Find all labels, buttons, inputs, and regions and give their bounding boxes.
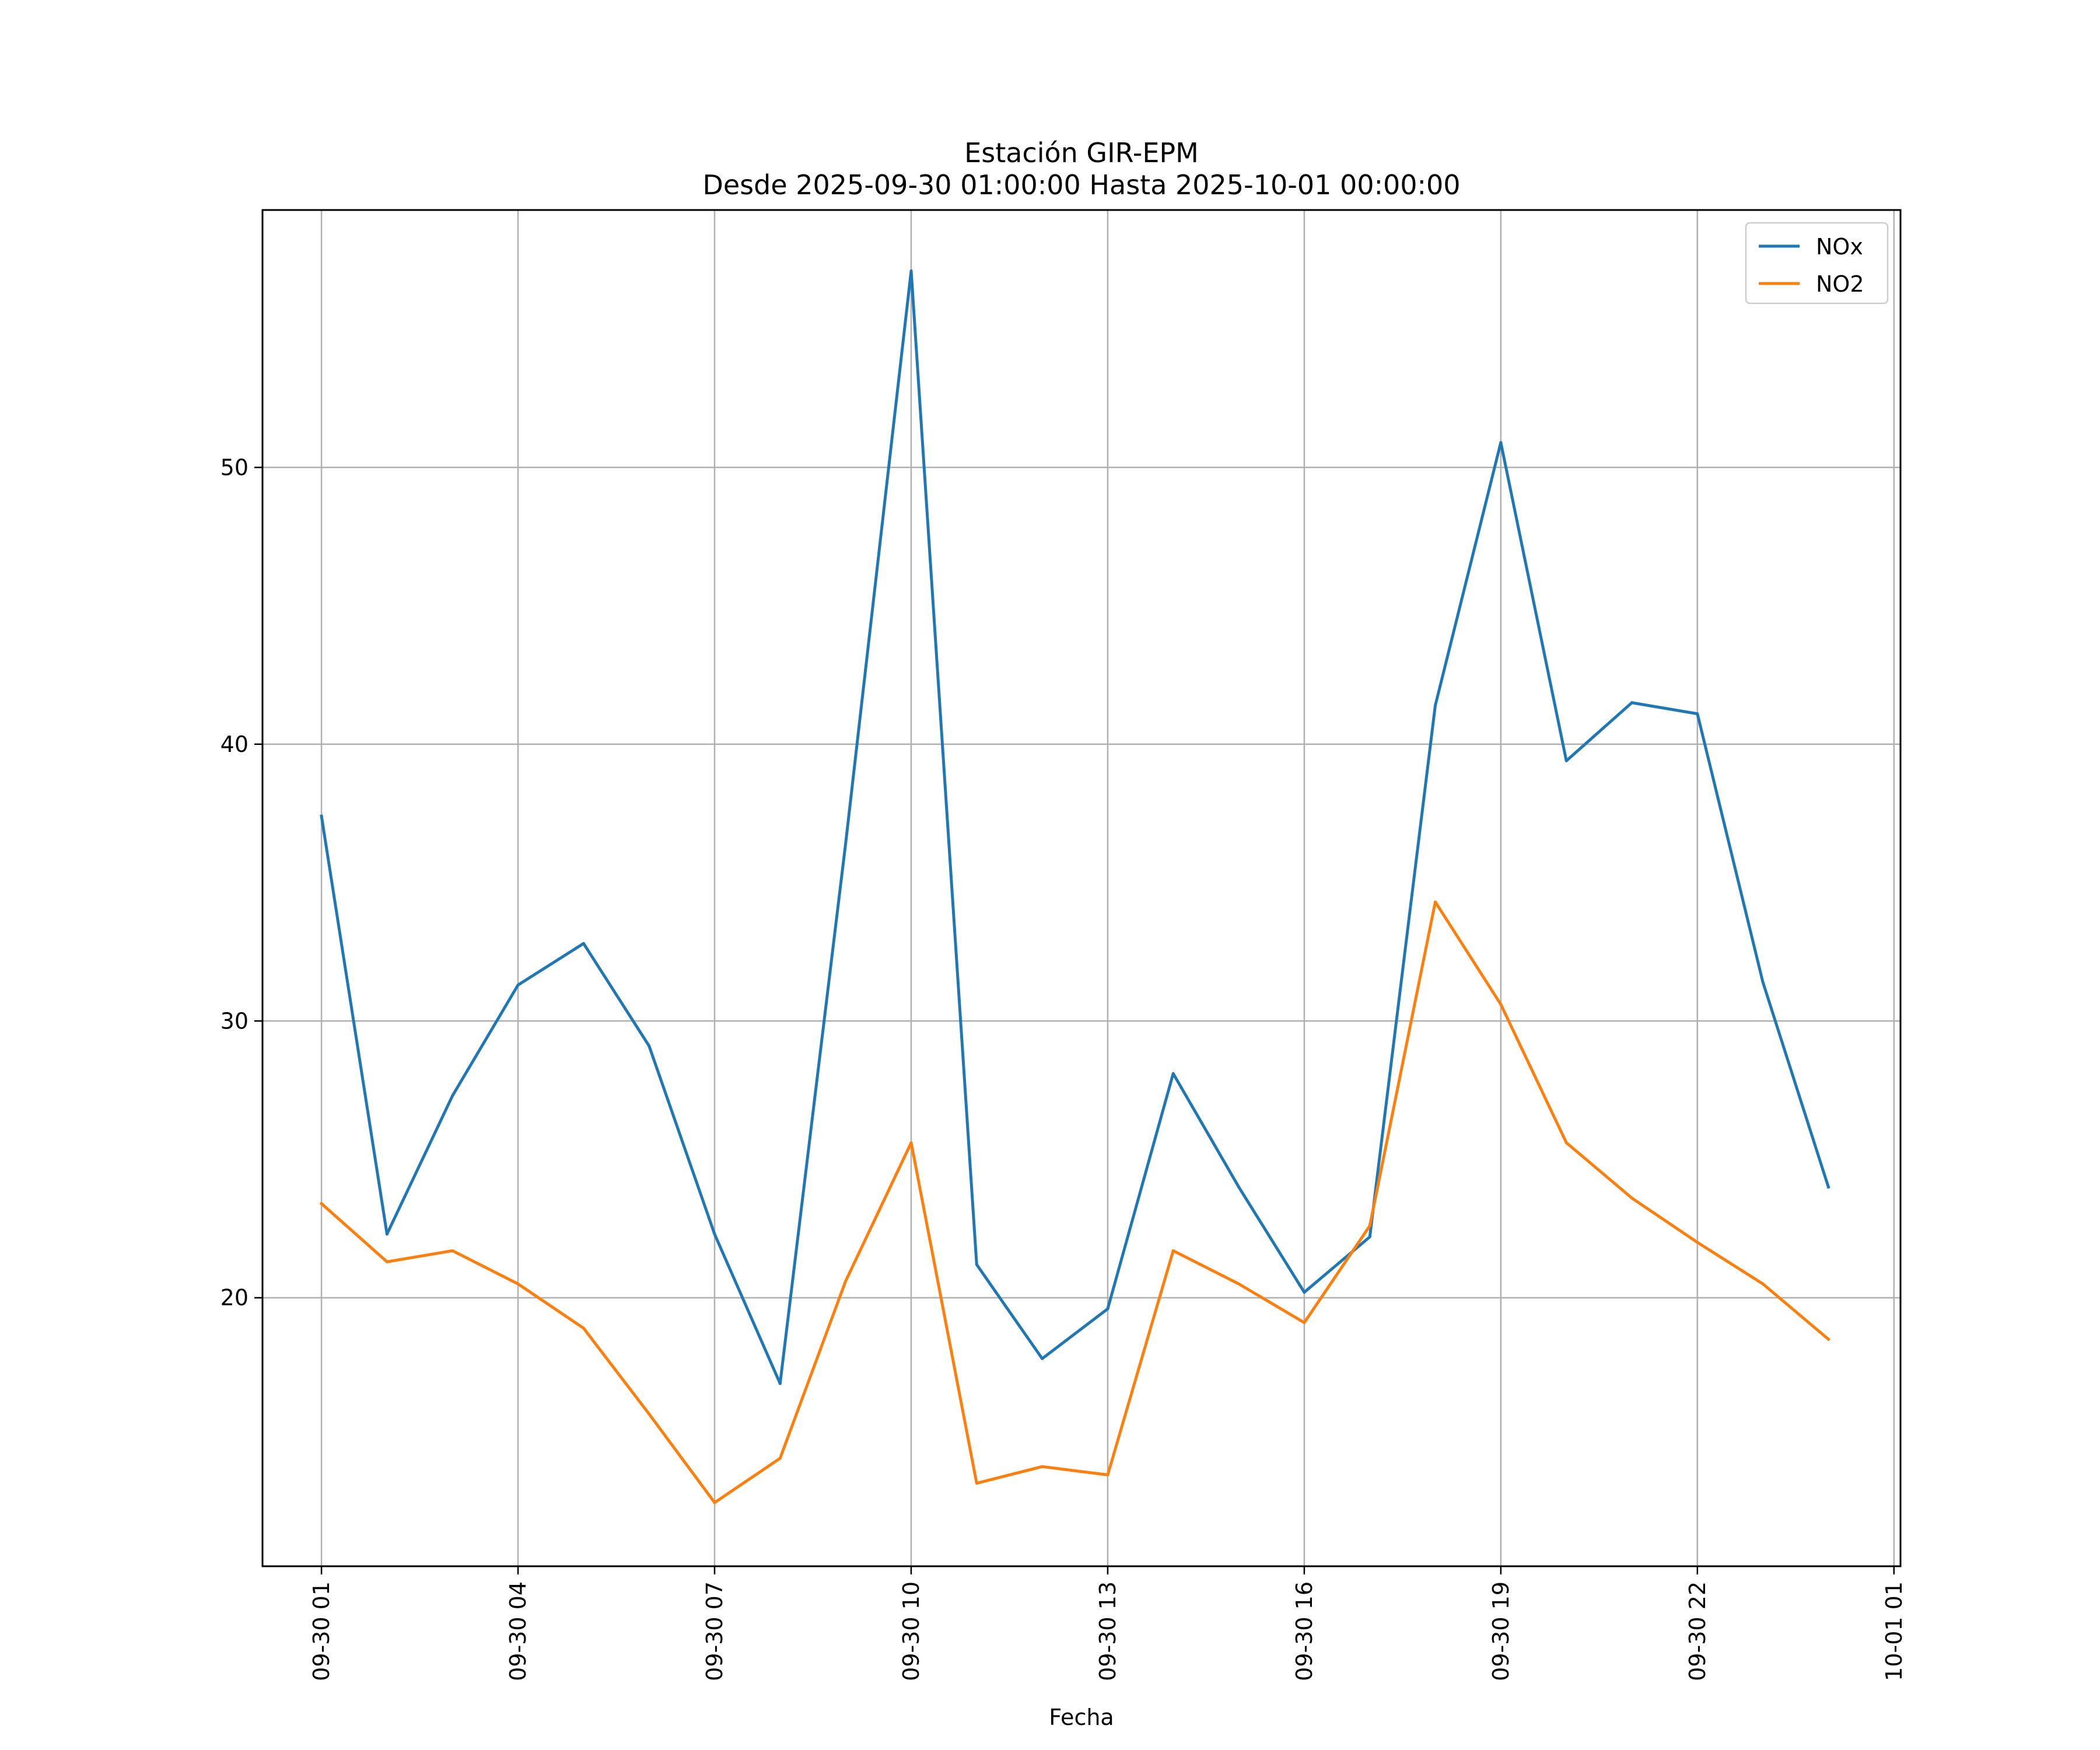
data-point-no2 [582, 1326, 585, 1330]
data-point-nox [1303, 1290, 1306, 1294]
data-point-nox [1106, 1307, 1110, 1311]
x-tick-label: 09-30 19 [1488, 1581, 1514, 1681]
x-tick-label: 09-30 22 [1685, 1581, 1710, 1681]
data-point-no2 [1171, 1249, 1175, 1252]
legend-label-no2: NO2 [1816, 271, 1864, 297]
data-point-nox [778, 1382, 782, 1385]
data-point-nox [451, 1094, 454, 1097]
chart-subtitle: Desde 2025-09-30 01:00:00 Hasta 2025-10-… [702, 169, 1460, 201]
data-point-no2 [1303, 1321, 1306, 1324]
x-tick-label: 09-30 16 [1292, 1581, 1317, 1681]
series-line-nox [320, 269, 1831, 1385]
data-point-no2 [320, 1202, 323, 1205]
legend: NOx NO2 [1745, 222, 1889, 304]
data-point-no2 [1041, 1465, 1044, 1468]
data-point-nox [1499, 441, 1503, 444]
x-tick-label: 09-30 07 [702, 1581, 727, 1681]
data-point-no2 [1564, 1141, 1568, 1144]
grid [262, 210, 1901, 1566]
data-point-no2 [385, 1260, 388, 1264]
data-point-nox [1368, 1235, 1371, 1238]
data-point-nox [1630, 701, 1633, 705]
y-tick-label: 20 [220, 1285, 249, 1311]
x-tick-label: 09-30 01 [309, 1581, 334, 1681]
x-tick-label: 09-30 13 [1095, 1581, 1121, 1681]
x-axis-label: Fecha [1049, 1704, 1114, 1730]
data-point-nox [582, 942, 585, 945]
chart-title: Estación GIR-EPM [964, 137, 1199, 169]
data-point-nox [1237, 1185, 1241, 1189]
data-point-nox [1434, 704, 1437, 707]
data-point-nox [975, 1263, 978, 1266]
x-tick-label: 10-01 01 [1881, 1581, 1907, 1681]
legend-label-nox: NOx [1816, 234, 1863, 260]
plot-frame [261, 209, 1902, 1567]
data-point-no2 [713, 1501, 716, 1504]
data-point-no2 [909, 1141, 913, 1144]
data-point-nox [1564, 759, 1568, 762]
x-tick-label: 09-30 04 [505, 1581, 531, 1681]
data-point-nox [320, 814, 323, 818]
y-tick-label: 50 [220, 454, 249, 480]
series-line-no2 [319, 900, 1831, 1504]
series-lines [319, 269, 1831, 1504]
data-point-no2 [1434, 900, 1437, 904]
data-point-nox [648, 1044, 651, 1048]
data-point-nox [385, 1233, 388, 1236]
data-point-no2 [1368, 1224, 1371, 1227]
data-point-no2 [778, 1457, 782, 1460]
data-point-no2 [648, 1412, 651, 1416]
y-tick-label: 40 [220, 732, 249, 757]
y-tick-label: 30 [220, 1008, 249, 1034]
data-point-no2 [1106, 1473, 1110, 1476]
data-point-no2 [1630, 1196, 1633, 1200]
data-point-no2 [1761, 1282, 1765, 1286]
axis-ticks: 09-30 01 09-30 04 09-30 07 09-30 10 09-30 13… [220, 454, 1907, 1681]
data-point-nox [909, 269, 913, 272]
data-point-nox [1696, 712, 1699, 716]
x-tick-label: 09-30 10 [898, 1581, 924, 1681]
data-point-nox [713, 1233, 716, 1236]
data-point-nox [516, 984, 520, 987]
data-point-nox [1171, 1072, 1175, 1075]
data-point-nox [844, 842, 848, 846]
data-point-no2 [1696, 1241, 1699, 1244]
data-point-nox [1761, 981, 1765, 984]
data-point-nox [1041, 1357, 1044, 1360]
data-point-no2 [516, 1282, 520, 1286]
data-point-no2 [1826, 1338, 1830, 1341]
data-point-no2 [844, 1279, 848, 1283]
data-point-nox [1826, 1185, 1830, 1189]
data-point-no2 [451, 1249, 454, 1252]
data-point-no2 [975, 1482, 978, 1485]
data-point-no2 [1237, 1282, 1241, 1286]
data-point-no2 [1499, 1003, 1503, 1006]
